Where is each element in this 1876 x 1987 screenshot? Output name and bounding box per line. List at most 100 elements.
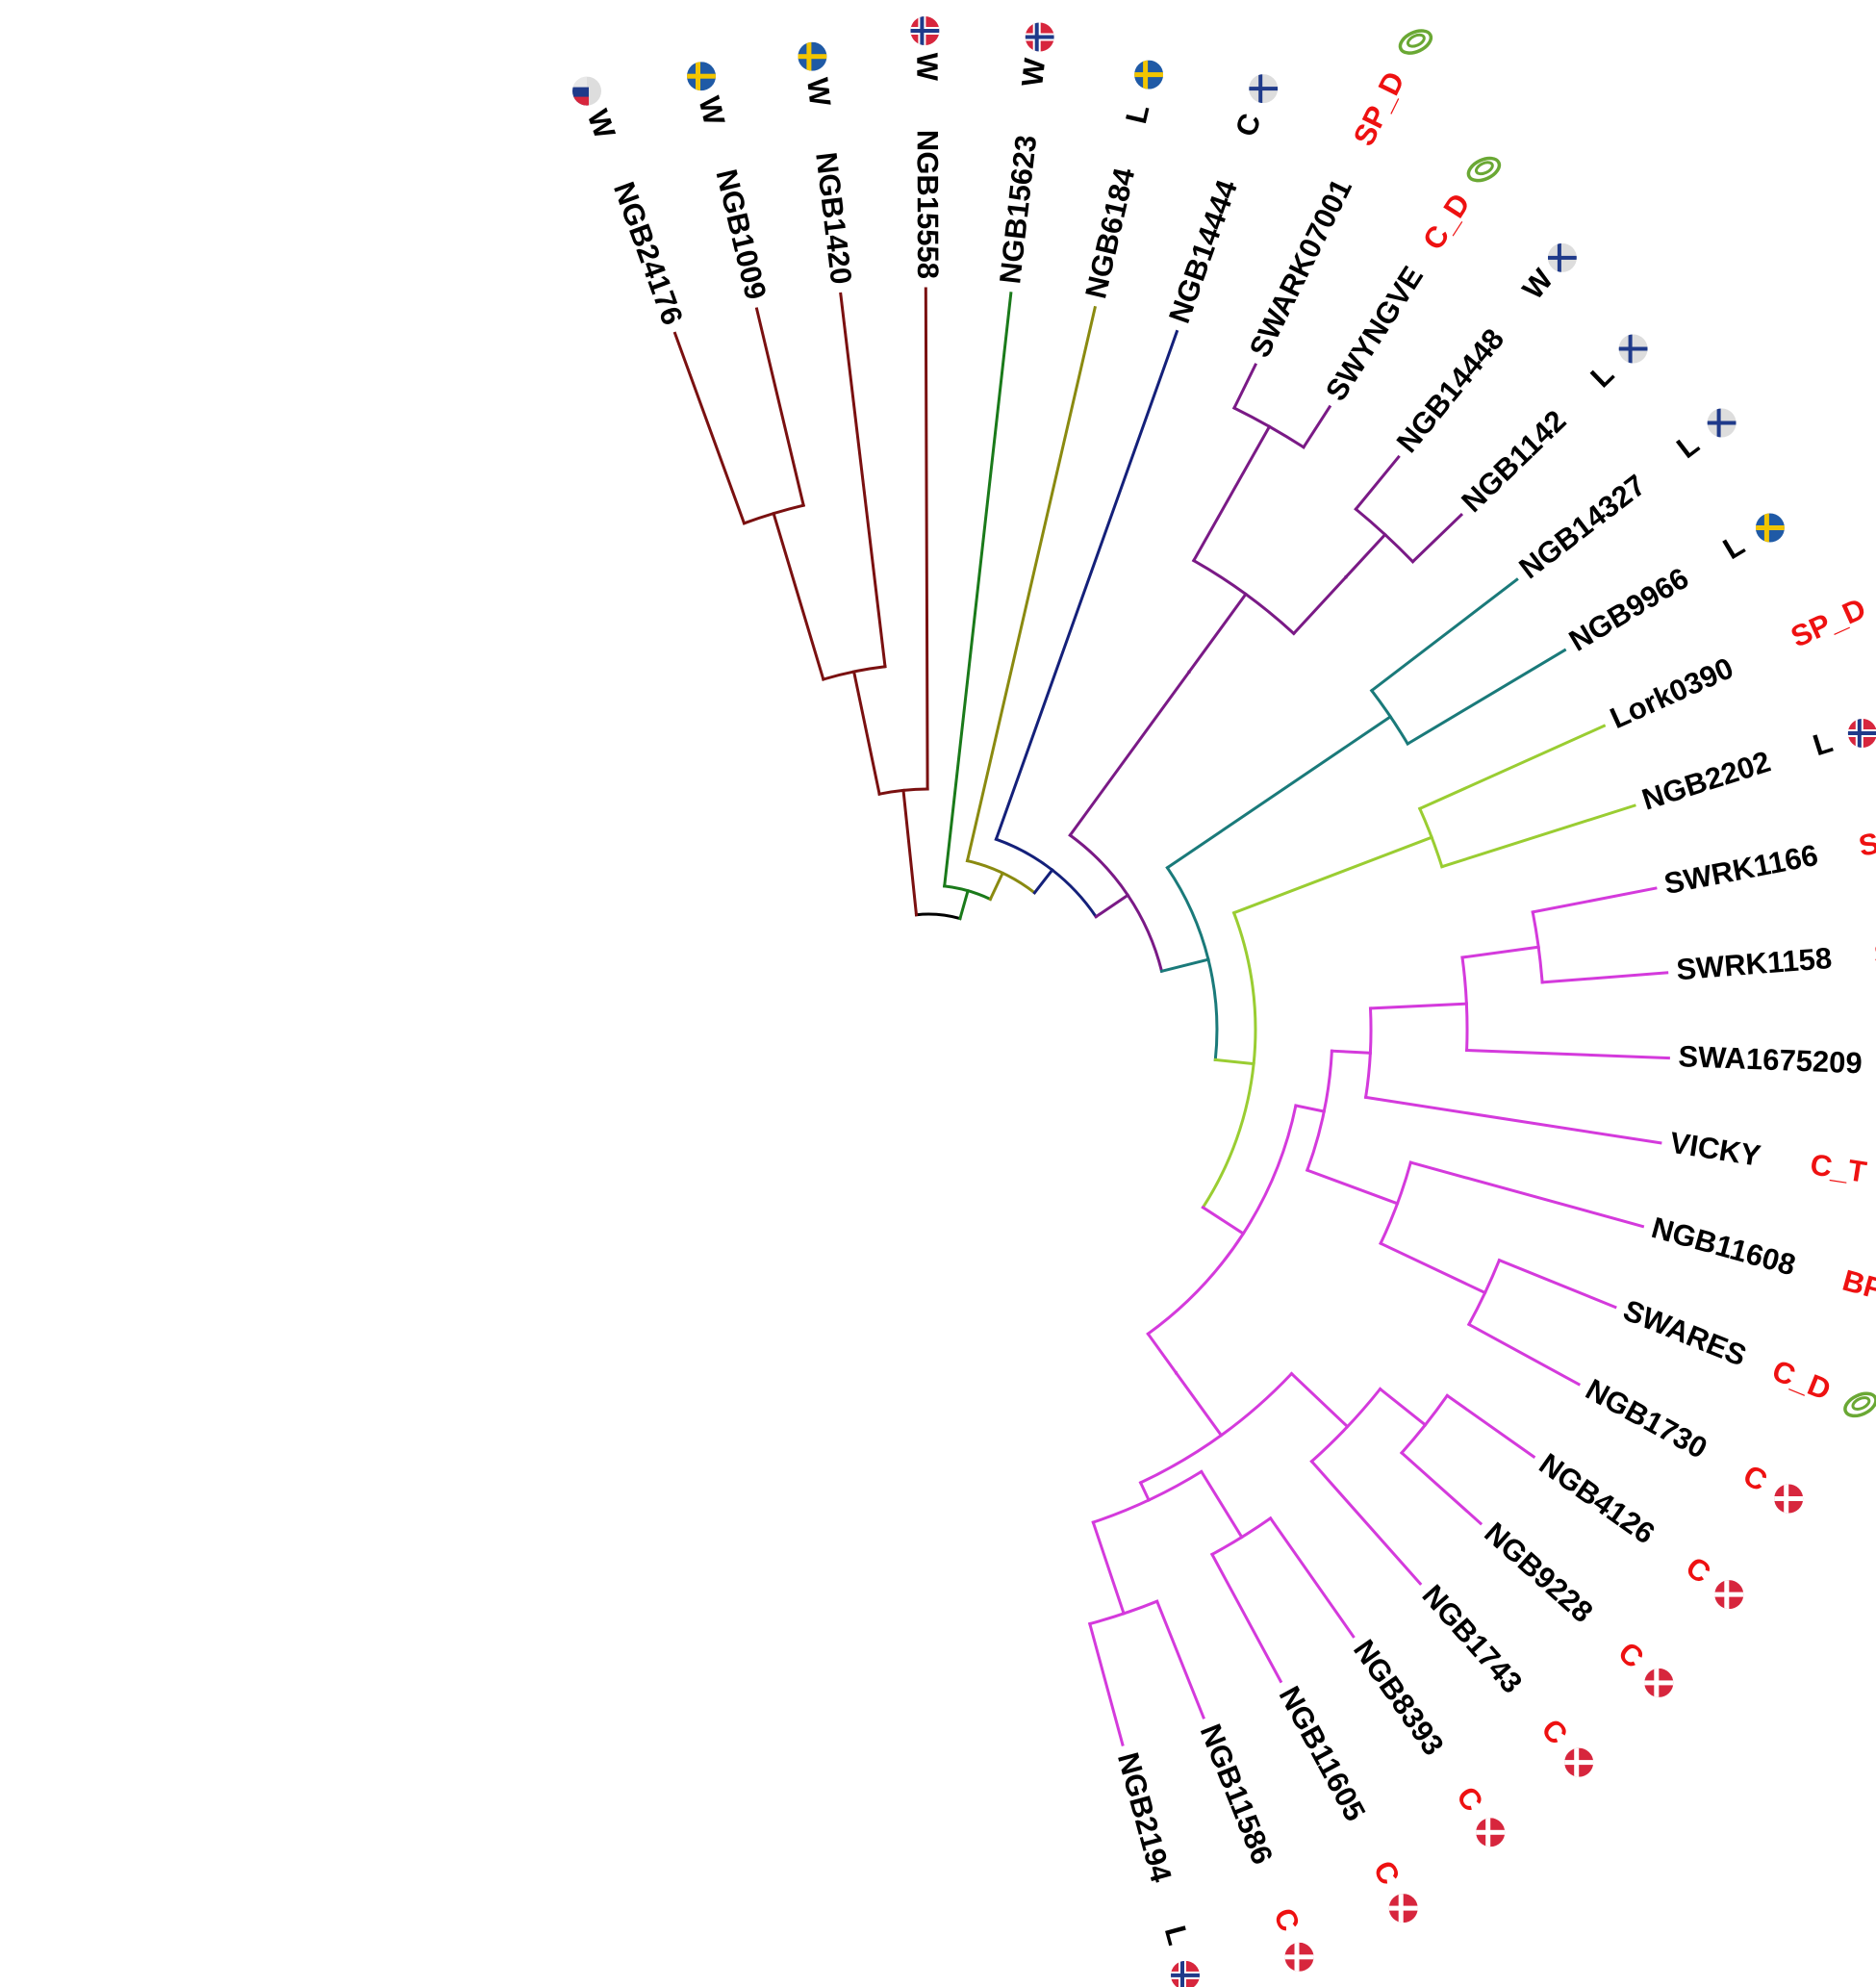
- green-loop-icon: [1843, 1391, 1876, 1418]
- branch-arc: [1369, 688, 1410, 747]
- branch-arc: [1201, 910, 1257, 1210]
- tree-branches: [672, 287, 1670, 1746]
- leaf-name-label: NGB11608: [1648, 1210, 1799, 1282]
- leaf-name-label: Lork0390: [1605, 650, 1738, 735]
- leaf-vicky: VICKY C_T: [1667, 1126, 1868, 1189]
- leaf-name-label: NGB9228: [1478, 1516, 1599, 1629]
- leaf-code-label: C: [1450, 1780, 1490, 1817]
- leaf-branch: [1465, 1048, 1670, 1060]
- internal-branch: [1291, 574, 1349, 636]
- leaf-code-label: L: [1584, 357, 1620, 394]
- leaf-name-label: NGB1730: [1581, 1372, 1713, 1465]
- russia-flag-icon: [572, 76, 601, 106]
- leaf-name-label: NGB15623: [993, 134, 1043, 286]
- leaf-code-label: SP_T: [1873, 932, 1876, 972]
- leaf-branch: [672, 331, 747, 525]
- leaf-name-label: SWRK1166: [1661, 838, 1821, 901]
- tree-leaves: NGB24176WNGB1009WNGB1420WNGB15558WNGB156…: [572, 16, 1876, 1987]
- leaf-ngb15558: NGB15558 W: [910, 16, 945, 279]
- internal-branch: [1146, 1332, 1179, 1375]
- branch-arc: [1209, 1516, 1273, 1557]
- leaf-ngb1420: NGB1420 W: [798, 41, 858, 286]
- leaf-swares: SWARES C_D: [1619, 1293, 1876, 1418]
- leaf-name-label: VICKY: [1667, 1126, 1762, 1173]
- branch-arc: [1231, 405, 1306, 449]
- leaf-name-label: NGB15558: [911, 130, 946, 279]
- leaf-name-label: SWA1675209: [1678, 1039, 1863, 1080]
- leaf-ngb6184: NGB6184 L: [1078, 60, 1164, 301]
- leaf-code-label: C: [1534, 1713, 1574, 1751]
- leaf-code-label: C_T: [1808, 1147, 1868, 1189]
- internal-branch: [901, 788, 919, 917]
- leaf-branch: [1417, 724, 1607, 811]
- leaf-code-label: W: [1015, 56, 1052, 89]
- leaf-ngb1009: NGB1009 W: [687, 62, 773, 303]
- green-loop-icon: [1466, 156, 1502, 183]
- denmark-flag-icon: [1644, 1668, 1674, 1697]
- leaf-name-label: SWARK07001: [1243, 173, 1358, 362]
- internal-branch: [1330, 1049, 1372, 1055]
- norway-flag-icon: [910, 16, 940, 45]
- internal-branch: [1460, 945, 1540, 959]
- internal-branch: [1068, 670, 1192, 838]
- finland-flag-icon: [1547, 242, 1577, 272]
- leaf-name-label: NGB24176: [607, 177, 690, 329]
- leaf-code-label: SP_D: [1347, 66, 1411, 151]
- leaf-name-label: NGB4126: [1534, 1446, 1661, 1550]
- leaf-name-label: NGB1743: [1416, 1578, 1530, 1699]
- leaf-name-label: SWYNGVE: [1319, 260, 1430, 406]
- leaf-code-label: BP: [1839, 1263, 1876, 1307]
- leaf-code-label: W: [692, 93, 731, 129]
- leaf-branch: [1399, 1450, 1483, 1526]
- branch-arc: [1138, 1371, 1294, 1485]
- leaf-ngb2194: NGB2194 L: [1111, 1749, 1200, 1987]
- leaf-branch: [1497, 1258, 1617, 1310]
- leaf-code-label: L: [1119, 101, 1155, 126]
- internal-branch: [1091, 1520, 1126, 1616]
- leaf-branch: [1231, 363, 1258, 411]
- leaf-swa1675209: SWA1675209SP_T: [1678, 1039, 1863, 1080]
- internal-branch: [1186, 592, 1248, 675]
- branch-arc: [1091, 1469, 1204, 1524]
- branch-arc: [1399, 1393, 1450, 1456]
- leaf-ngb24176: NGB24176 W: [572, 76, 690, 329]
- denmark-flag-icon: [1284, 1942, 1314, 1972]
- leaf-branch: [1354, 454, 1401, 512]
- denmark-flag-icon: [1774, 1484, 1804, 1514]
- leaf-code-label: C: [1737, 1458, 1772, 1497]
- internal-branch: [1174, 1370, 1224, 1438]
- internal-branch: [1201, 1205, 1246, 1236]
- branch-arc: [943, 884, 993, 902]
- leaf-branch: [994, 329, 1179, 842]
- denmark-flag-icon: [1476, 1818, 1506, 1847]
- internal-branch: [1191, 424, 1272, 563]
- leaf-code-label: C_D: [1767, 1353, 1836, 1407]
- leaf-code-label: C: [1680, 1550, 1716, 1591]
- branch-arc: [1087, 1599, 1159, 1626]
- leaf-branch: [943, 292, 1013, 888]
- internal-branch: [1159, 957, 1210, 974]
- leaf-branch: [1466, 1322, 1582, 1387]
- leaf-branch: [1087, 1621, 1125, 1746]
- leaf-branch: [1209, 1552, 1283, 1684]
- internal-branch: [1213, 1057, 1255, 1066]
- internal-branch: [958, 888, 970, 921]
- leaf-name-label: NGB1009: [709, 166, 773, 303]
- branch-arc: [994, 837, 1099, 919]
- leaf-name-label: NGB9966: [1563, 561, 1694, 658]
- branch-arc: [1068, 832, 1164, 974]
- leaf-branch: [924, 287, 929, 791]
- sweden-flag-icon: [687, 62, 716, 91]
- internal-branch: [1378, 1387, 1428, 1428]
- finland-flag-icon: [1707, 408, 1737, 438]
- leaf-name-label: SWRK1158: [1675, 941, 1833, 986]
- leaf-name-label: NGB8393: [1347, 1634, 1451, 1762]
- leaf-branch: [1309, 1459, 1423, 1586]
- denmark-flag-icon: [1714, 1580, 1744, 1610]
- leaf-code-label: W: [800, 76, 837, 109]
- internal-branch: [772, 511, 825, 681]
- norway-flag-icon: [1025, 22, 1054, 52]
- leaf-ngb14444: NGB14444 C: [1162, 74, 1279, 327]
- leaf-branch: [754, 307, 806, 508]
